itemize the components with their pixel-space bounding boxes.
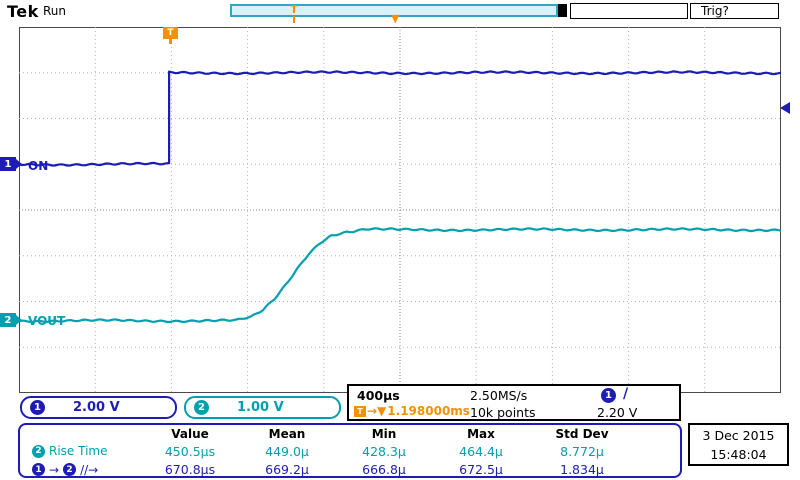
col-header-value: Value [171,427,209,441]
delay-slope-icons: //→ [80,462,99,477]
record-trigger-t: T [290,3,298,16]
trigger-arrow-glyphs: →▼ [367,404,387,418]
graticule-center-lines [19,27,781,393]
measurement-header-row: Value Mean Min Max Std Dev [20,426,680,442]
ch1-badge: 1 [30,400,45,415]
timebase-value: 400µs [357,388,400,403]
expansion-point-marker: ▼ [391,12,400,25]
col-header-max: Max [467,427,495,441]
acquisition-state: Run [43,4,67,18]
ch1-ground-marker: 1 [0,157,22,171]
trigger-t-icon: T [354,405,366,417]
trigger-status-box: Trig? [690,3,779,19]
trigger-level-value: 2.20 V [597,405,638,420]
col-header-min: Min [371,427,397,441]
message-box [570,3,688,19]
delay-arrow-icon: → [49,462,60,477]
sample-rate-value: 2.50MS/s [470,388,528,403]
record-length-value: 10k points [470,405,536,420]
record-bar-end-block [558,4,567,17]
meas-name-rise-time: Rise Time [49,444,108,459]
ch1-scale-readout: 1 2.00 V [20,396,177,419]
meas-ch2-badge: 2 [32,444,45,458]
meas-delay-stddev: 1.834µ [560,462,604,478]
ch1-scale-value: 2.00 V [73,400,120,415]
trigger-level-arrow [780,102,790,114]
meas-rise-stddev: 8.772µ [560,443,604,459]
meas-rise-mean: 449.0µ [265,443,309,459]
meas-delay-min: 666.8µ [362,462,406,478]
record-view-bar [230,4,558,17]
meas-rise-max: 464.4µ [459,443,503,459]
trigger-source-badge: 1 [601,388,616,403]
meas-label-delay: 1 → 2 //→ [30,463,142,477]
meas-delay-to-badge: 2 [63,463,77,477]
measurement-table: Value Mean Min Max Std Dev 2 Rise Time 4… [18,423,682,478]
measurement-row-rise-time: 2 Rise Time 450.5µs 449.0µ 428.3µ 464.4µ… [20,442,680,461]
meas-delay-value: 670.8µs [164,462,216,478]
meas-delay-from-badge: 1 [32,463,45,477]
ch2-scale-value: 1.00 V [237,400,284,415]
date-value: 3 Dec 2015 [702,427,775,443]
col-header-mean: Mean [268,427,306,441]
meas-rise-min: 428.3µ [362,443,406,459]
trigger-time-t: T [167,28,174,38]
trigger-position-readout: T →▼ 1.198000ms [354,404,470,418]
meas-delay-max: 672.5µ [459,462,503,478]
ch2-trace-label: VOUT [28,314,66,328]
time-value: 15:48:04 [710,446,767,462]
record-trigger-marker: T [288,3,300,23]
trigger-slope-icon: / [623,386,629,402]
ch2-badge: 2 [194,400,209,415]
horizontal-trigger-readout: 400µs T →▼ 1.198000ms 2.50MS/s 10k point… [347,384,681,421]
meas-rise-value: 450.5µs [164,443,216,459]
trigger-position-value: 1.198000ms [387,404,470,418]
datetime-box: 3 Dec 2015 15:48:04 [688,423,789,466]
ch2-ground-marker: 2 [0,313,22,327]
ch2-scale-readout: 2 1.00 V [184,396,341,419]
meas-delay-mean: 669.2µ [265,462,309,478]
meas-label-rise-time: 2 Rise Time [30,444,142,458]
trigger-time-marker: T [163,27,178,44]
ch2-trace [19,227,781,324]
col-header-stddev: Std Dev [555,427,609,441]
ch2-ground-marker-label: 2 [4,314,12,326]
ch1-trace [19,70,781,167]
measurement-row-delay: 1 → 2 //→ 670.8µs 669.2µ 666.8µ 672.5µ 1… [20,461,680,480]
ch1-trace-label: ON [28,159,49,173]
waveform-plot [19,27,781,393]
ch1-ground-marker-label: 1 [4,158,12,170]
tek-logo: Tek [7,2,39,21]
